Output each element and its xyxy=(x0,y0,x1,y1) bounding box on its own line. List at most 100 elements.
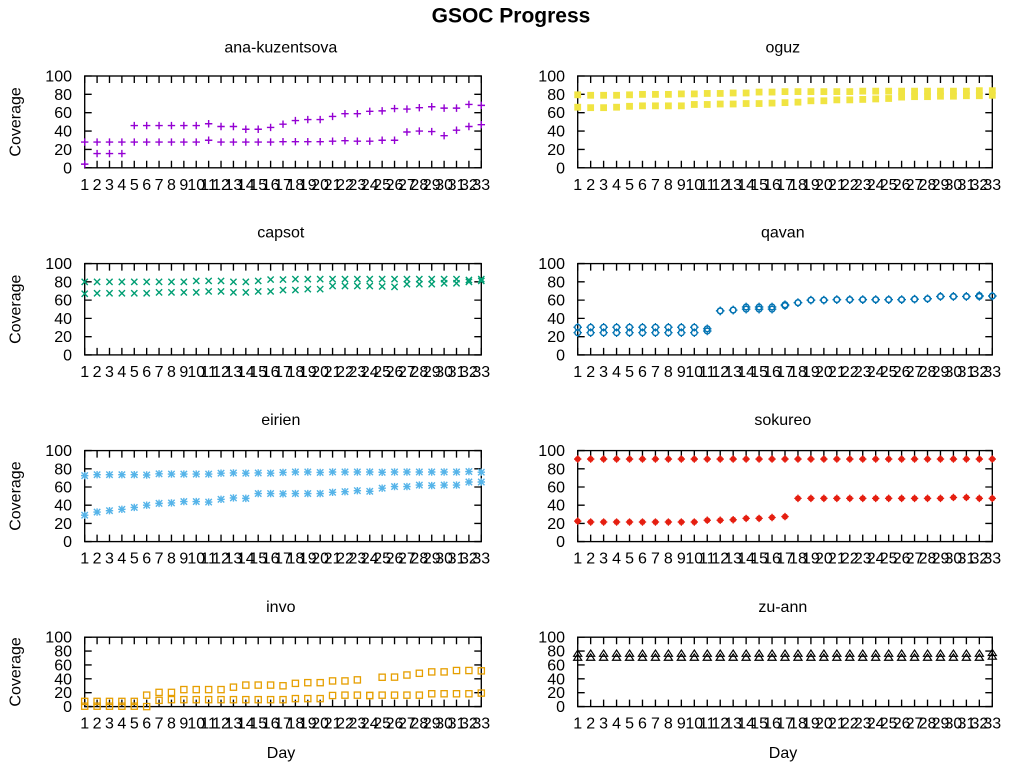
svg-text:3: 3 xyxy=(105,716,114,733)
svg-text:29: 29 xyxy=(423,716,441,733)
svg-text:29: 29 xyxy=(932,364,950,381)
svg-text:9: 9 xyxy=(677,716,686,733)
svg-text:14: 14 xyxy=(237,716,255,733)
svg-text:0: 0 xyxy=(63,347,72,364)
svg-text:12: 12 xyxy=(711,177,729,194)
svg-text:24: 24 xyxy=(361,551,379,568)
svg-text:11: 11 xyxy=(699,551,716,568)
svg-text:23: 23 xyxy=(854,551,872,568)
svg-text:4: 4 xyxy=(117,716,126,733)
svg-text:28: 28 xyxy=(919,716,937,733)
svg-text:4: 4 xyxy=(612,364,621,381)
svg-text:27: 27 xyxy=(398,177,416,194)
svg-text:100: 100 xyxy=(45,443,72,460)
svg-text:6: 6 xyxy=(638,177,647,194)
svg-text:27: 27 xyxy=(906,716,924,733)
svg-text:16: 16 xyxy=(763,551,781,568)
svg-text:8: 8 xyxy=(167,551,176,568)
svg-text:11: 11 xyxy=(200,716,217,733)
svg-text:2: 2 xyxy=(586,551,595,568)
svg-text:31: 31 xyxy=(448,364,466,381)
svg-text:eirien: eirien xyxy=(261,412,300,429)
svg-text:7: 7 xyxy=(155,716,164,733)
svg-text:GSOC Progress: GSOC Progress xyxy=(432,5,591,28)
svg-text:2: 2 xyxy=(93,716,102,733)
svg-text:18: 18 xyxy=(286,551,304,568)
svg-text:9: 9 xyxy=(179,364,188,381)
svg-text:7: 7 xyxy=(651,551,660,568)
svg-text:100: 100 xyxy=(45,256,72,273)
svg-text:25: 25 xyxy=(880,364,898,381)
svg-text:33: 33 xyxy=(472,177,490,194)
svg-text:29: 29 xyxy=(932,716,950,733)
svg-text:8: 8 xyxy=(167,177,176,194)
svg-text:33: 33 xyxy=(983,551,1001,568)
svg-text:4: 4 xyxy=(612,716,621,733)
svg-text:1: 1 xyxy=(80,716,89,733)
svg-text:18: 18 xyxy=(286,364,304,381)
svg-text:33: 33 xyxy=(472,716,490,733)
svg-text:40: 40 xyxy=(547,498,565,515)
svg-text:19: 19 xyxy=(802,716,820,733)
svg-text:12: 12 xyxy=(711,716,729,733)
svg-text:100: 100 xyxy=(538,69,565,86)
svg-text:24: 24 xyxy=(361,177,379,194)
svg-text:1: 1 xyxy=(573,364,582,381)
svg-text:80: 80 xyxy=(547,87,565,104)
svg-text:24: 24 xyxy=(867,177,885,194)
svg-text:19: 19 xyxy=(802,177,820,194)
svg-text:5: 5 xyxy=(130,177,139,194)
svg-text:13: 13 xyxy=(225,364,243,381)
svg-text:1: 1 xyxy=(80,551,89,568)
svg-text:15: 15 xyxy=(750,177,768,194)
svg-text:16: 16 xyxy=(262,177,280,194)
svg-text:27: 27 xyxy=(398,364,416,381)
svg-text:15: 15 xyxy=(249,716,267,733)
svg-text:80: 80 xyxy=(547,274,565,291)
svg-text:18: 18 xyxy=(789,716,807,733)
svg-text:31: 31 xyxy=(448,177,466,194)
svg-text:12: 12 xyxy=(212,364,230,381)
svg-text:30: 30 xyxy=(945,177,963,194)
svg-text:21: 21 xyxy=(828,716,846,733)
svg-text:5: 5 xyxy=(625,716,634,733)
svg-text:19: 19 xyxy=(802,551,820,568)
svg-text:40: 40 xyxy=(547,671,565,688)
svg-text:60: 60 xyxy=(54,480,72,497)
svg-text:10: 10 xyxy=(187,364,205,381)
svg-text:8: 8 xyxy=(664,364,673,381)
svg-text:21: 21 xyxy=(828,364,846,381)
svg-text:2: 2 xyxy=(586,716,595,733)
svg-text:31: 31 xyxy=(957,551,975,568)
svg-text:26: 26 xyxy=(386,177,404,194)
svg-text:13: 13 xyxy=(724,551,742,568)
svg-text:1: 1 xyxy=(80,364,89,381)
svg-text:32: 32 xyxy=(970,364,988,381)
svg-text:29: 29 xyxy=(423,177,441,194)
svg-text:26: 26 xyxy=(893,716,911,733)
svg-text:oguz: oguz xyxy=(765,39,800,56)
svg-text:12: 12 xyxy=(711,551,729,568)
svg-text:2: 2 xyxy=(93,177,102,194)
svg-text:33: 33 xyxy=(472,364,490,381)
svg-text:7: 7 xyxy=(155,177,164,194)
svg-text:15: 15 xyxy=(750,716,768,733)
svg-text:Day: Day xyxy=(769,745,797,762)
svg-text:12: 12 xyxy=(212,716,230,733)
svg-text:26: 26 xyxy=(893,551,911,568)
svg-text:23: 23 xyxy=(348,551,366,568)
svg-text:19: 19 xyxy=(299,551,317,568)
svg-text:1: 1 xyxy=(80,177,89,194)
svg-text:0: 0 xyxy=(63,534,72,551)
svg-text:11: 11 xyxy=(699,177,716,194)
svg-text:32: 32 xyxy=(970,716,988,733)
svg-text:31: 31 xyxy=(957,716,975,733)
svg-text:27: 27 xyxy=(398,716,416,733)
svg-text:21: 21 xyxy=(324,551,342,568)
svg-text:29: 29 xyxy=(932,551,950,568)
svg-text:6: 6 xyxy=(638,364,647,381)
svg-text:15: 15 xyxy=(750,551,768,568)
svg-text:13: 13 xyxy=(724,364,742,381)
svg-text:13: 13 xyxy=(724,177,742,194)
svg-text:18: 18 xyxy=(286,716,304,733)
